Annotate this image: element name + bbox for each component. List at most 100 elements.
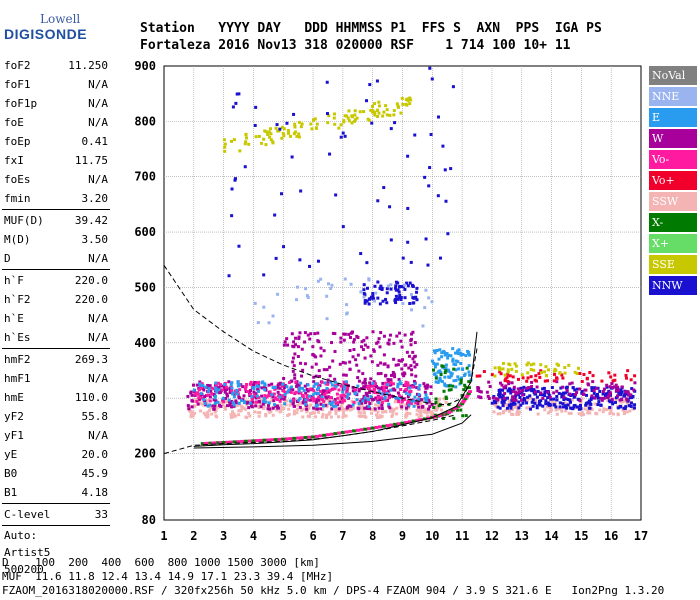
echo-point [367, 397, 371, 401]
echo-point [212, 407, 216, 411]
echo-point [293, 376, 297, 380]
echo-point [203, 395, 207, 399]
trace-point [352, 429, 357, 433]
echo-point [390, 388, 394, 392]
echo-point [395, 102, 399, 106]
echo-point [416, 401, 420, 405]
echo-point [223, 383, 227, 387]
echo-point [337, 126, 341, 130]
echo-point [361, 348, 365, 352]
echo-point [502, 400, 506, 404]
echo-point [258, 403, 262, 407]
echo-point [288, 134, 292, 138]
echo-point [411, 350, 415, 354]
echo-point [434, 397, 438, 401]
echo-point [267, 403, 271, 407]
echo-point [514, 394, 518, 398]
echo-point [273, 387, 277, 391]
echo-point [372, 397, 376, 401]
echo-point [456, 349, 460, 353]
echo-point [352, 401, 356, 405]
echo-point [367, 297, 371, 301]
echo-point [399, 403, 403, 407]
trace-point [216, 441, 221, 445]
echo-point [522, 385, 526, 389]
echo-point [393, 388, 397, 392]
echo-point [581, 413, 585, 417]
echo-point [390, 394, 394, 398]
echo-point [436, 380, 440, 384]
param-label: h`F [4, 274, 24, 287]
echo-point [285, 399, 289, 403]
echo-point [485, 390, 489, 394]
echo-point [278, 393, 282, 397]
echo-point [423, 306, 427, 310]
echo-point [343, 361, 347, 365]
echo-point [206, 386, 210, 390]
echo-point [416, 401, 420, 405]
echo-point [525, 401, 529, 405]
echo-point [369, 384, 373, 388]
echo-point [237, 92, 241, 96]
echo-point [415, 403, 419, 407]
echo-point [596, 386, 600, 390]
echo-point [403, 372, 407, 376]
echo-point [289, 402, 293, 406]
trace-point [456, 404, 461, 408]
echo-point [333, 377, 337, 381]
echo-point [549, 398, 553, 402]
echo-point [221, 399, 225, 403]
trace-point [432, 415, 437, 419]
echo-point [372, 299, 376, 303]
echo-point [589, 396, 593, 400]
echo-point [345, 311, 349, 315]
param-row: B0 45.9 [2, 464, 110, 483]
echo-point [253, 410, 257, 414]
echo-point [503, 392, 507, 396]
echo-point [346, 405, 350, 409]
echo-point [405, 408, 409, 412]
echo-point [223, 385, 227, 389]
echo-point [426, 263, 430, 267]
echo-point [436, 400, 440, 404]
echo-point [362, 292, 366, 296]
echo-point [388, 406, 392, 410]
legend-item-w: W [649, 129, 697, 148]
echo-point [429, 133, 433, 137]
echo-point [329, 415, 333, 419]
echo-point [582, 392, 586, 396]
echo-point [348, 367, 352, 371]
echo-point [554, 405, 558, 409]
echo-point [252, 393, 256, 397]
echo-point [342, 120, 346, 124]
echo-point [366, 345, 370, 349]
echo-point [310, 127, 314, 131]
echo-point [434, 403, 438, 407]
echo-point [583, 407, 587, 411]
param-value: 220.0 [74, 274, 108, 287]
echo-point [559, 386, 563, 390]
echo-point [498, 388, 502, 392]
echo-point [328, 400, 332, 404]
autoscaling-info: 500200 [4, 563, 44, 576]
echo-point [351, 385, 355, 389]
echo-point [544, 389, 548, 393]
echo-point [587, 404, 591, 408]
echo-point [304, 391, 308, 395]
echo-point [209, 390, 213, 394]
echo-point [335, 401, 339, 405]
echo-point [380, 286, 384, 290]
plot-frame [163, 65, 642, 521]
echo-point [372, 406, 376, 410]
echo-point [297, 398, 301, 402]
echo-point [414, 399, 418, 403]
echo-point [561, 402, 565, 406]
echo-point [506, 379, 510, 383]
param-value: N/A [88, 116, 108, 129]
echo-point [333, 398, 337, 402]
echo-point [621, 399, 625, 403]
echo-point [539, 399, 543, 403]
echo-point [557, 391, 561, 395]
trace-point [284, 437, 289, 441]
echo-point [614, 389, 618, 393]
